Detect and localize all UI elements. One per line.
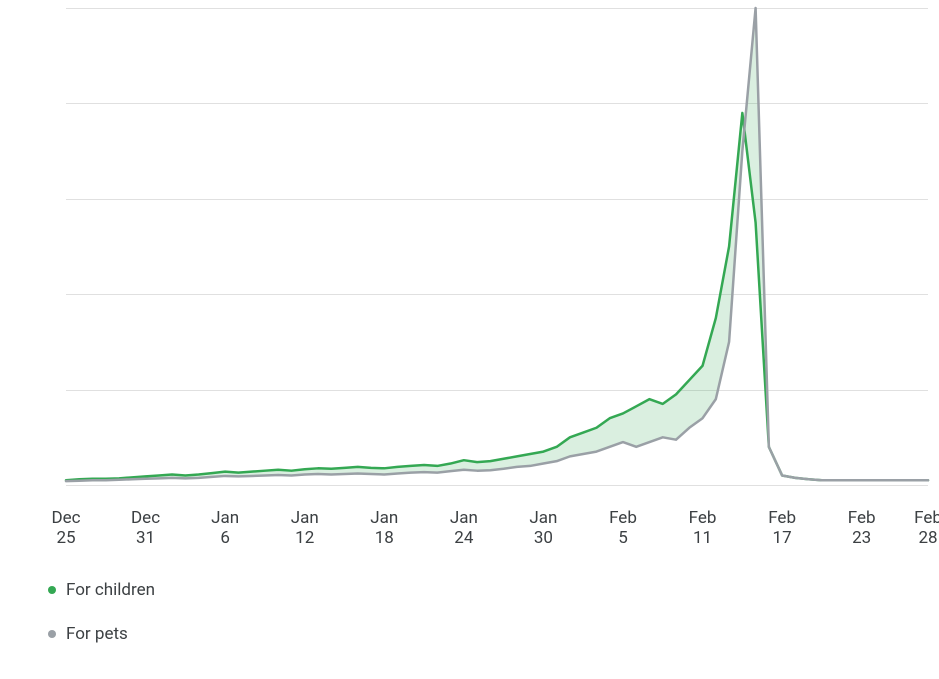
x-tick-day: 30	[529, 529, 557, 549]
x-tick-day: 5	[609, 529, 637, 549]
x-tick-label: Feb5	[609, 509, 637, 548]
x-tick-month: Jan	[450, 509, 478, 529]
x-tick-label: Jan12	[291, 509, 319, 548]
chart-container: Dec25Dec31Jan6Jan12Jan18Jan24Jan30Feb5Fe…	[0, 0, 939, 679]
x-tick-month: Jan	[529, 509, 557, 529]
x-tick-month: Jan	[370, 509, 398, 529]
x-tick-day: 11	[689, 529, 717, 549]
legend-dot-icon	[48, 630, 56, 638]
x-tick-day: 31	[131, 529, 160, 549]
legend-item: For pets	[48, 624, 155, 644]
x-tick-label: Feb28	[914, 509, 939, 548]
x-tick-day: 23	[848, 529, 876, 549]
x-tick-month: Feb	[689, 509, 717, 529]
x-tick-month: Feb	[609, 509, 637, 529]
x-tick-day: 28	[914, 529, 939, 549]
x-tick-month: Feb	[848, 509, 876, 529]
x-tick-day: 24	[450, 529, 478, 549]
x-tick-day: 25	[51, 529, 80, 549]
x-tick-label: Dec25	[51, 509, 80, 548]
chart-svg	[66, 8, 928, 485]
x-tick-label: Jan30	[529, 509, 557, 548]
area-between	[66, 8, 928, 481]
legend-label: For pets	[66, 624, 128, 644]
x-tick-day: 18	[370, 529, 398, 549]
legend: For children For pets	[48, 580, 155, 668]
x-tick-label: Feb11	[689, 509, 717, 548]
x-tick-month: Dec	[131, 509, 160, 529]
x-tick-month: Feb	[914, 509, 939, 529]
x-tick-day: 12	[291, 529, 319, 549]
x-tick-label: Feb23	[848, 509, 876, 548]
x-tick-month: Feb	[768, 509, 796, 529]
x-tick-label: Feb17	[768, 509, 796, 548]
x-tick-label: Jan24	[450, 509, 478, 548]
x-tick-month: Jan	[291, 509, 319, 529]
x-tick-day: 6	[211, 529, 239, 549]
x-tick-month: Jan	[211, 509, 239, 529]
legend-label: For children	[66, 580, 155, 600]
x-tick-label: Dec31	[131, 509, 160, 548]
line-children	[66, 113, 928, 480]
plot-area	[66, 8, 928, 485]
x-tick-label: Jan18	[370, 509, 398, 548]
x-tick-day: 17	[768, 529, 796, 549]
line-pets	[66, 8, 928, 481]
x-tick-month: Dec	[51, 509, 80, 529]
legend-dot-icon	[48, 586, 56, 594]
x-tick-label: Jan6	[211, 509, 239, 548]
legend-item: For children	[48, 580, 155, 600]
gridline	[66, 485, 928, 486]
